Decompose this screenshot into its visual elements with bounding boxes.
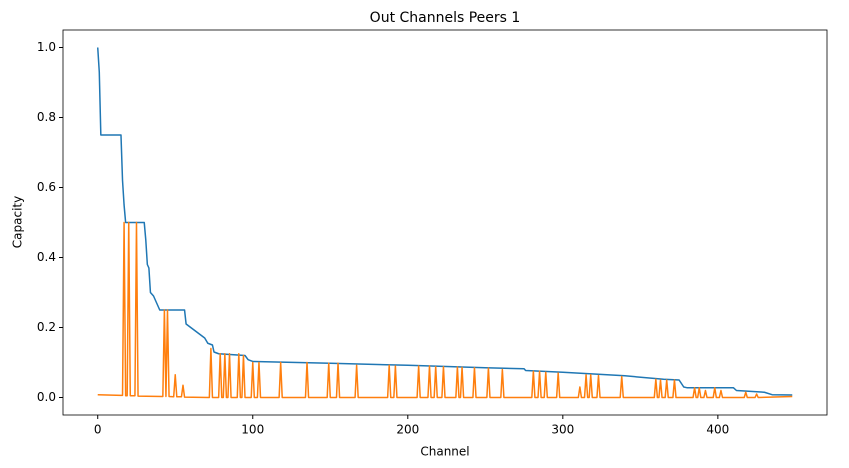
y-axis-label: Capacity: [11, 196, 25, 248]
x-tick-label: 300: [551, 423, 574, 437]
y-tick-label: 0.0: [37, 390, 56, 404]
y-tick-label: 0.4: [37, 250, 56, 264]
x-tick-label: 0: [94, 423, 102, 437]
line: [97, 221, 793, 399]
x-tick-label: 200: [396, 423, 419, 437]
plot-frame: [62, 29, 828, 416]
y-tick-label: 0.6: [37, 180, 56, 194]
x-tick-label: 100: [241, 423, 264, 437]
y-tick-label: 0.8: [37, 110, 56, 124]
line: [96, 47, 793, 396]
chart-title: Out Channels Peers 1: [370, 10, 521, 26]
y-tick-label: 0.2: [37, 320, 56, 334]
y-tick-label: 1.0: [37, 40, 56, 54]
x-axis-label: Channel: [420, 445, 469, 459]
x-tick-label: 400: [706, 423, 729, 437]
